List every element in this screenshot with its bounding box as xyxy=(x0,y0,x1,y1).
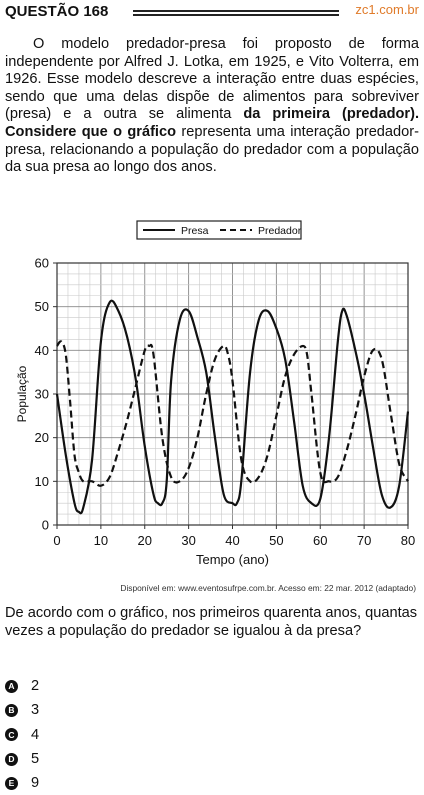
option-e-badge: E xyxy=(5,776,18,790)
y-tick-label: 10 xyxy=(35,474,49,489)
question-number: QUESTÃO 168 xyxy=(5,3,109,20)
option-e[interactable]: E 9 xyxy=(5,771,39,795)
x-tick-label: 80 xyxy=(401,533,415,548)
option-d-badge: D xyxy=(5,752,18,766)
option-b-badge: B xyxy=(5,703,18,717)
stem-text-1: O modelo predador-presa foi proposto de … xyxy=(5,36,419,123)
chart-svg: 0 10 20 30 40 50 60 70 80 0 10 20 30 40 50 60 Tempo (ano… xyxy=(15,220,415,567)
x-tick-label: 0 xyxy=(53,533,60,548)
question-prompt: De acordo com o gráfico, nos primeiros q… xyxy=(5,605,418,639)
option-c-badge: C xyxy=(5,728,18,742)
y-tick-label: 40 xyxy=(35,343,49,358)
option-a-text: 2 xyxy=(31,678,40,695)
predator-prey-chart: 0 10 20 30 40 50 60 70 80 0 10 20 30 40 50 60 Tempo (ano… xyxy=(0,218,424,586)
legend-label-predador: Predador xyxy=(258,225,302,237)
header-divider xyxy=(133,10,339,16)
option-b-text: 3 xyxy=(31,702,40,719)
option-e-text: 9 xyxy=(31,775,40,792)
y-axis-label: População xyxy=(15,365,29,422)
y-tick-label: 20 xyxy=(35,430,49,445)
site-watermark: zc1.com.br xyxy=(355,2,419,17)
x-tick-label: 10 xyxy=(94,533,108,548)
option-a[interactable]: A 2 xyxy=(5,674,39,698)
x-tick-label: 60 xyxy=(313,533,327,548)
legend-label-presa: Presa xyxy=(181,225,209,237)
answer-options: A 2 B 3 C 4 D 5 E 9 xyxy=(5,674,39,795)
x-tick-label: 50 xyxy=(269,533,283,548)
series-line-presa xyxy=(55,299,410,515)
y-tick-label: 0 xyxy=(42,518,49,533)
y-tick-label: 60 xyxy=(35,256,49,271)
stem-text-bold: da primeira (predador). Considere que o … xyxy=(5,106,420,140)
legend-box xyxy=(136,220,302,240)
x-tick-label: 40 xyxy=(225,533,239,548)
x-axis-label: Tempo (ano) xyxy=(196,552,269,567)
series-line-predador xyxy=(56,340,409,487)
question-header: QUESTÃO 168 zc1.com.br xyxy=(5,2,419,22)
option-b[interactable]: B 3 xyxy=(5,698,39,722)
x-tick-label: 70 xyxy=(357,533,371,548)
y-tick-label: 50 xyxy=(35,299,49,314)
option-c-text: 4 xyxy=(31,726,40,743)
x-tick-label: 30 xyxy=(181,533,195,548)
source-citation: Disponível em: www.eventosufrpe.com.br. … xyxy=(120,583,416,593)
option-c[interactable]: C 4 xyxy=(5,723,39,747)
question-stem: O modelo predador-presa foi proposto de … xyxy=(5,36,419,177)
option-d-text: 5 xyxy=(31,751,40,768)
x-tick-label: 20 xyxy=(138,533,152,548)
option-a-badge: A xyxy=(5,679,18,693)
option-d[interactable]: D 5 xyxy=(5,747,39,771)
y-tick-label: 30 xyxy=(35,387,49,402)
stem-text-2: representa uma interação predador-presa,… xyxy=(5,123,419,176)
